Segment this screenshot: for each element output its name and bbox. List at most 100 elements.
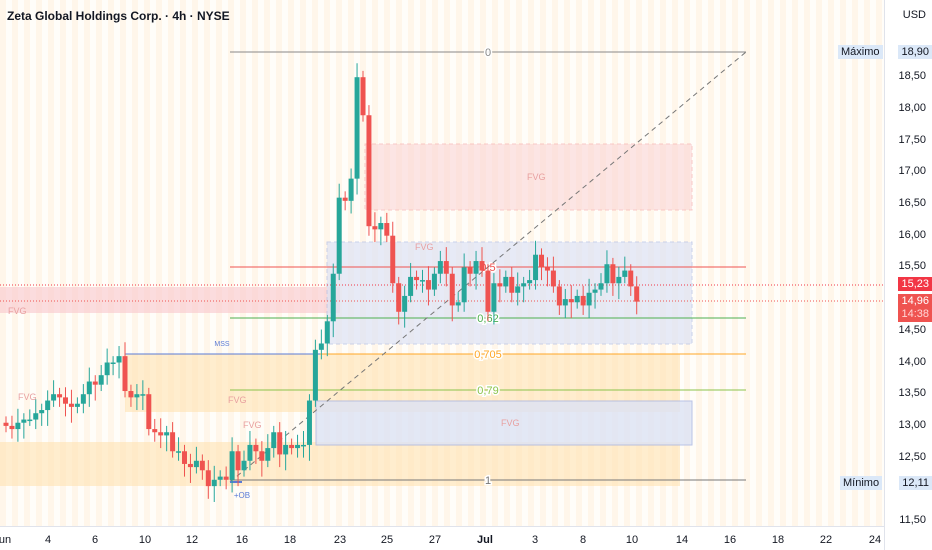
candle-bullish [27,419,33,422]
price-axis[interactable]: USD 18,50 18,00 17,50 17,00 16,50 16,00 15,50 1… [884,0,932,550]
candle-bearish [223,476,229,480]
candle-bullish [134,394,140,398]
candle-bearish [3,422,9,426]
chart-plot-area[interactable]: 00,50,620,7050,791MSS+OBFVGFVGFVGFVGFVGF… [0,0,884,526]
candle-bearish [9,425,15,430]
time-tick: Jul [477,534,493,546]
candle-bullish [408,276,414,296]
candle-bearish [158,432,164,436]
candle-bearish [425,280,431,290]
candle-bearish [539,254,544,268]
candle-bullish [521,283,527,287]
candle-bullish [265,448,271,461]
price-tick: 16,00 [898,228,926,241]
candle-bearish [467,267,473,274]
candle-bullish [176,451,182,453]
candle-bullish [324,321,330,344]
candle-bearish [443,261,449,274]
candle-bullish [586,292,592,306]
price-tick: 17,00 [898,165,926,178]
candle-bearish [277,432,283,455]
candle-bearish [57,394,63,398]
time-tick: 10 [138,534,152,546]
fvg-zone-bullish [315,400,693,446]
fvg-label: FVG [8,306,27,316]
candle-bullish [247,444,253,461]
time-tick: 6 [91,534,99,546]
candle-bullish [271,432,277,449]
candle-bullish [110,362,116,364]
candle-bearish [568,299,574,303]
time-tick: 22 [819,534,833,546]
candle-bullish [473,261,479,274]
candle-bearish [259,451,265,461]
last-price-tag: 14,96 14:38 [898,294,932,322]
price-tick: 13,00 [898,418,926,431]
time-tick: 14 [675,534,689,546]
fvg-zone-bearish [364,143,693,211]
bar-countdown: 14:38 [901,308,929,320]
candle-bearish [550,270,556,287]
time-tick: 25 [380,534,394,546]
candle-bullish [33,413,39,420]
time-tick: 18 [771,534,785,546]
candle-bearish [122,356,128,392]
candle-bullish [604,264,610,284]
time-axis[interactable]: un 4 6 10 12 16 18 23 25 27 Jul 3 8 10 14 16 18 22 24 [0,526,884,550]
price-tick: 14,00 [898,355,926,368]
fib-level-label: 0 [485,47,491,59]
fib-level-label: 0,79 [477,385,498,397]
time-tick: 18 [283,534,297,546]
candle-bearish [146,394,152,430]
candle-bearish [199,460,205,471]
currency-label: USD [902,9,926,21]
time-tick: 3 [531,534,539,546]
candle-bearish [485,270,491,312]
candle-bearish [360,77,366,116]
candle-bullish [116,356,122,363]
candle-bearish [289,444,295,449]
fib-level-label: 0,705 [474,349,502,361]
high-price-tag: 15,23 [898,277,932,291]
candle-bullish [616,276,622,284]
candle-bullish [80,394,86,404]
candle-bullish [348,178,354,201]
candle-bullish [461,267,467,303]
candle-bearish [544,267,550,271]
time-tick: 27 [428,534,442,546]
mss-label: MSS [214,341,230,348]
candle-bullish [330,273,336,322]
candle-bearish [92,381,98,385]
candle-bullish [455,302,461,306]
price-tick: 14,50 [898,323,926,336]
time-tick: 16 [235,534,249,546]
time-tick: 16 [723,534,737,546]
candle-bearish [628,270,634,287]
candle-bullish [229,451,235,480]
candle-bearish [384,223,390,236]
candle-bullish [306,400,312,445]
candle-bullish [74,403,80,407]
candle-bearish [372,226,378,230]
candle-bullish [164,432,170,436]
price-tick: 13,50 [898,387,926,400]
candle-bearish [68,403,74,407]
candle-bullish [354,77,360,179]
last-price: 14,96 [901,295,929,307]
price-tick: 18,50 [898,70,926,83]
candle-bullish [402,295,408,312]
candle-bearish [479,261,485,271]
candle-bullish [39,410,45,414]
candle-bearish [556,286,562,306]
candle-bearish [235,451,241,471]
candle-bullish [574,295,580,303]
fib-level-label: 1 [485,475,491,487]
candle-bullish [533,254,539,281]
candle-bearish [152,429,158,433]
candle-bullish [312,349,318,401]
fvg-zone [0,287,340,313]
candle-bearish [170,432,176,452]
candle-bearish [390,235,396,284]
candle-bearish [509,276,515,293]
fvg-label: FVG [228,395,247,405]
